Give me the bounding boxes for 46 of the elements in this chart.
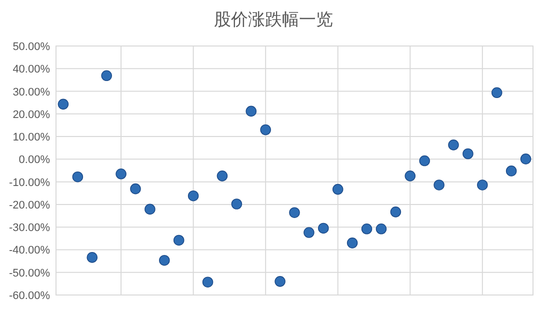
point [304,227,314,238]
point [390,206,402,218]
point [159,254,170,266]
point [116,168,126,180]
point [491,87,502,98]
y-tick-label: -30.00% [9,222,50,234]
point [448,140,459,150]
point [246,106,257,117]
point [404,170,416,182]
point [419,155,430,166]
point [86,252,98,263]
point [289,207,300,218]
point [188,190,199,202]
point [332,184,344,195]
point [216,170,228,182]
point [376,224,387,234]
point [202,276,214,288]
point [260,124,271,136]
y-tick-label: 10.00% [12,132,50,144]
y-tick-label: 40.00% [12,64,50,76]
y-tick-label: -10.00% [9,176,50,189]
point [101,70,112,82]
point [231,198,242,210]
point [130,183,141,194]
point [318,222,329,234]
point [346,238,358,248]
y-tick-label: -40.00% [9,244,50,257]
y-tick-label: -50.00% [9,267,50,280]
y-tick-label: 20.00% [12,108,50,121]
point [144,204,156,215]
y-tick-label: 0.00% [18,154,50,166]
point [434,180,444,190]
point [361,224,372,234]
point [506,166,517,176]
point [274,276,286,287]
chart-title: 股价涨跌幅一览 [214,10,333,29]
point [462,148,474,160]
point [58,98,69,110]
y-tick-label: -60.00% [9,290,50,302]
point [72,171,84,182]
point [477,180,488,190]
point [173,234,184,246]
y-tick-label: 50.00% [12,41,50,53]
y-tick-label: 30.00% [12,86,50,98]
point [520,154,532,164]
y-tick-label: -20.00% [9,199,50,212]
